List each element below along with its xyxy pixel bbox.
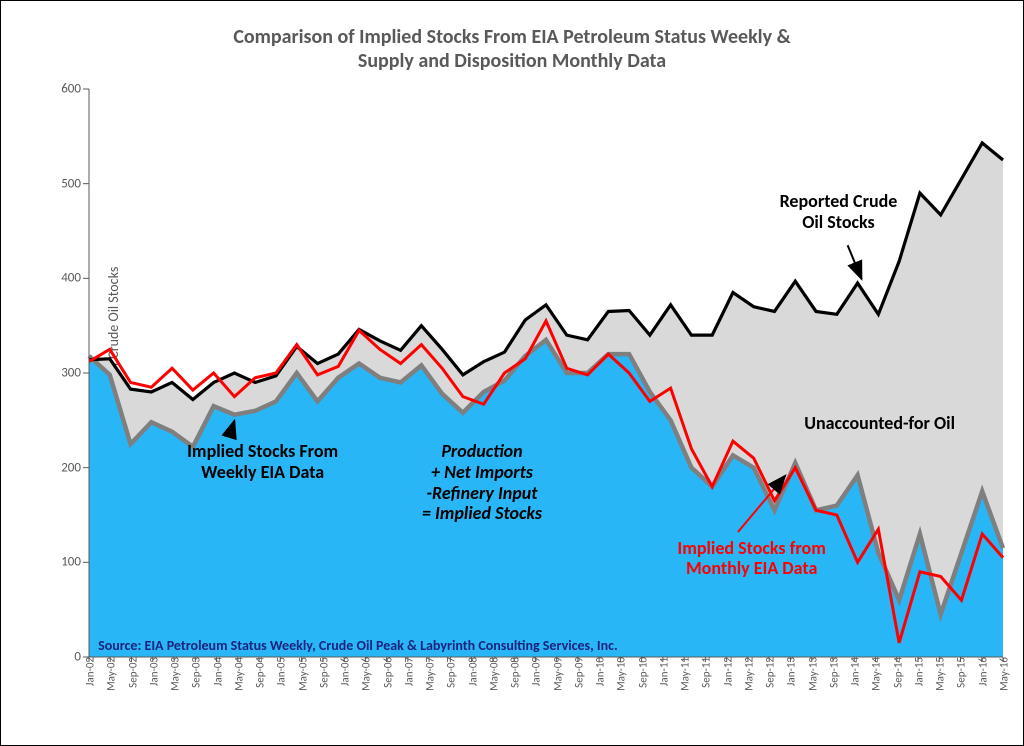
x-tick: May-08 [485,657,500,691]
x-tick: Sep-11 [698,657,713,688]
chart-frame: Comparison of Implied Stocks From EIA Pe… [0,0,1024,746]
x-tick: Jan-14 [847,657,862,686]
x-tick: Jan-12 [719,657,734,686]
y-tick: 100 [61,555,89,570]
x-tick: May-10 [613,657,628,691]
x-tick: May-14 [868,657,883,691]
x-tick: Jan-02 [82,657,97,686]
x-tick: Jan-04 [209,657,224,686]
reported-arrow [848,245,862,279]
x-tick: Jan-16 [974,657,989,686]
x-tick: May-07 [422,657,437,691]
y-tick: 300 [61,366,89,381]
x-tick: Sep-12 [762,657,777,688]
title-line2: Supply and Disposition Monthly Data [358,49,666,73]
x-tick: Sep-14 [889,657,904,688]
x-tick: Sep-07 [443,657,458,688]
x-tick: Jan-08 [464,657,479,686]
x-tick: Jan-13 [783,657,798,686]
x-tick: Sep-10 [634,657,649,688]
y-tick: 600 [61,82,89,97]
y-tick: 400 [61,271,89,286]
y-tick: 200 [61,460,89,475]
x-tick: Sep-05 [315,657,330,688]
x-tick: May-13 [804,657,819,691]
x-tick: May-12 [740,657,755,691]
x-tick: May-11 [677,657,692,691]
x-tick: May-06 [358,657,373,691]
x-tick: May-04 [230,657,245,691]
x-tick: Jan-15 [910,657,925,686]
x-tick: Jan-03 [145,657,160,686]
x-tick: Sep-04 [252,657,267,688]
chart-title: Comparison of Implied Stocks From EIA Pe… [1,25,1023,73]
source-label: Source: EIA Petroleum Status Weekly, Cru… [98,637,618,654]
x-tick: Sep-09 [570,657,585,688]
x-tick: Sep-15 [953,657,968,688]
x-tick: Sep-13 [825,657,840,688]
x-tick: May-03 [167,657,182,691]
x-tick: May-16 [996,657,1011,691]
x-tick: Jan-10 [592,657,607,686]
x-tick: May-05 [294,657,309,691]
title-line1: Comparison of Implied Stocks From EIA Pe… [233,25,790,49]
plot-area: Reported Crude Oil Stocks Unaccounted-fo… [89,89,1003,657]
x-tick: Sep-02 [124,657,139,688]
x-tick: May-02 [103,657,118,691]
x-tick: May-09 [549,657,564,691]
y-tick: 500 [61,176,89,191]
x-tick: May-15 [932,657,947,691]
x-tick: Sep-06 [379,657,394,688]
chart-svg [89,89,1003,657]
x-tick: Jan-11 [655,657,670,686]
x-tick: Jan-06 [337,657,352,686]
x-tick: Jan-07 [400,657,415,686]
x-tick: Jan-09 [528,657,543,686]
x-tick: Sep-03 [188,657,203,688]
x-tick: Sep-08 [507,657,522,688]
x-tick: Jan-05 [273,657,288,686]
